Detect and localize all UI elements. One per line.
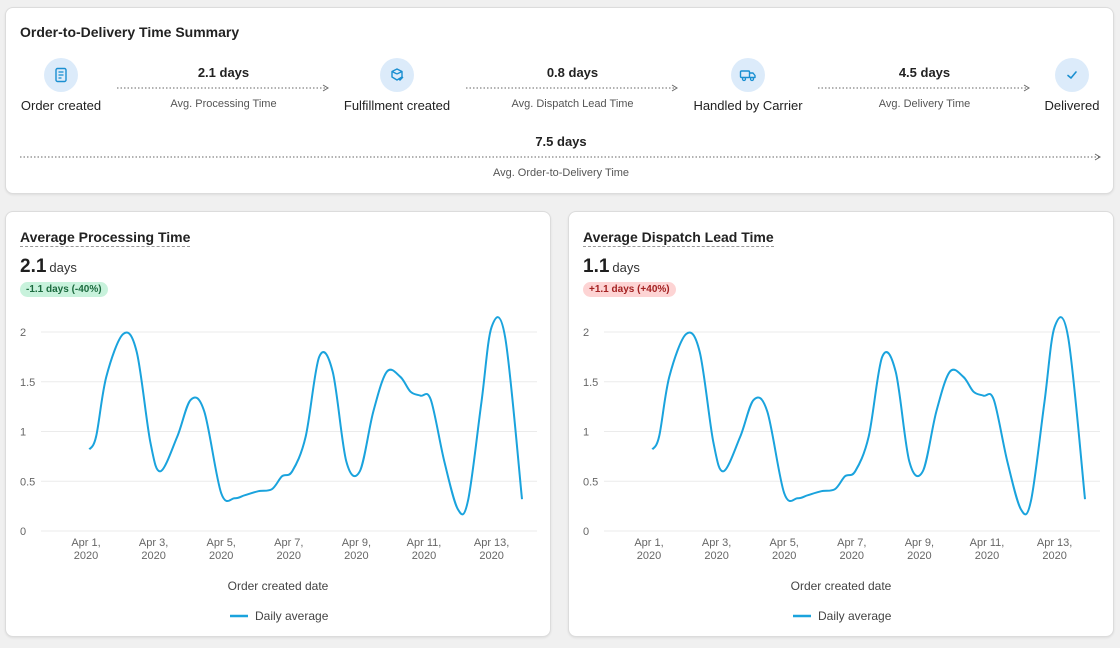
metric-value: 2.1 <box>20 256 47 277</box>
legend[interactable]: Daily average <box>793 609 892 623</box>
x-tick-label: Apr 11, <box>970 537 1005 549</box>
x-tick-label: Apr 11, <box>407 537 442 549</box>
dotted-arrow <box>117 84 329 92</box>
y-tick-label: 0.5 <box>583 476 598 488</box>
step-order-created: Order created <box>0 58 126 113</box>
step-label: Delivered <box>1044 98 1100 113</box>
x-tick-label-year: 2020 <box>74 550 98 562</box>
package-check-icon <box>380 58 414 92</box>
y-tick-label: 2 <box>583 327 589 339</box>
x-tick-label-year: 2020 <box>975 550 999 562</box>
connector-label: Avg. Delivery Time <box>878 98 971 110</box>
legend-label: Daily average <box>818 609 892 623</box>
x-tick-label-year: 2020 <box>479 550 503 562</box>
y-tick-label: 1 <box>583 427 589 439</box>
dotted-arrow <box>818 84 1030 92</box>
x-axis-label: Order created date <box>791 579 892 593</box>
x-tick-label-year: 2020 <box>772 550 796 562</box>
summary-title: Order-to-Delivery Time Summary <box>20 24 240 40</box>
x-tick-label: Apr 7, <box>837 537 866 549</box>
y-tick-label: 1.5 <box>583 377 598 389</box>
change-badge: +1.1 days (+40%) <box>583 282 676 297</box>
x-tick-label: Apr 3, <box>139 537 168 549</box>
series-line <box>651 316 1086 516</box>
y-tick-label: 0.5 <box>20 476 35 488</box>
metric-unit: days <box>612 260 640 275</box>
dotted-arrow <box>20 153 1101 161</box>
chart-card-dispatch-lead-time: Average Dispatch Lead Time 1.1 days +1.1 … <box>568 211 1114 637</box>
x-tick-label: Apr 13, <box>474 537 509 549</box>
legend-label: Daily average <box>255 609 329 623</box>
x-tick-label: Apr 1, <box>71 537 100 549</box>
metric: 1.1 days <box>583 256 640 278</box>
x-tick-label-year: 2020 <box>277 550 301 562</box>
connector-label: Avg. Processing Time <box>170 98 277 110</box>
x-tick-label: Apr 5, <box>770 537 799 549</box>
step-label: Order created <box>20 98 102 113</box>
series-line <box>88 316 523 516</box>
y-tick-label: 1.5 <box>20 377 35 389</box>
y-tick-label: 0 <box>583 526 589 538</box>
y-tick-label: 0 <box>20 526 26 538</box>
step-delivered: Delivered <box>1007 58 1120 113</box>
metric-value: 1.1 <box>583 256 610 277</box>
change-badge: -1.1 days (-40%) <box>20 282 108 297</box>
chart-title[interactable]: Average Processing Time <box>20 229 191 247</box>
step-label: Handled by Carrier <box>693 98 803 113</box>
metric: 2.1 days <box>20 256 77 278</box>
x-tick-label: Apr 9, <box>342 537 371 549</box>
y-tick-label: 1 <box>20 427 26 439</box>
step-handled-by-carrier: Handled by Carrier <box>683 58 813 113</box>
connector-value: 2.1 days <box>197 65 250 80</box>
connector-value: 7.5 days <box>535 134 587 149</box>
summary-card: Order-to-Delivery Time Summary Order cre… <box>5 7 1114 194</box>
chart-title[interactable]: Average Dispatch Lead Time <box>583 229 774 247</box>
truck-icon <box>731 58 765 92</box>
x-tick-label-year: 2020 <box>209 550 233 562</box>
x-tick-label: Apr 5, <box>207 537 236 549</box>
step-fulfillment-created: Fulfillment created <box>332 58 462 113</box>
x-tick-label-year: 2020 <box>637 550 661 562</box>
dotted-arrow <box>466 84 678 92</box>
step-label: Fulfillment created <box>343 98 451 113</box>
receipt-icon <box>44 58 78 92</box>
x-axis-label: Order created date <box>228 579 329 593</box>
connector-delivery-time: 4.5 days Avg. Delivery Time <box>817 65 1032 115</box>
checkmark-icon <box>1055 58 1089 92</box>
x-tick-label-year: 2020 <box>704 550 728 562</box>
x-tick-label-year: 2020 <box>344 550 368 562</box>
x-tick-label-year: 2020 <box>907 550 931 562</box>
connector-dispatch-lead-time: 0.8 days Avg. Dispatch Lead Time <box>465 65 680 115</box>
x-tick-label-year: 2020 <box>840 550 864 562</box>
x-tick-label: Apr 1, <box>634 537 663 549</box>
x-tick-label-year: 2020 <box>412 550 436 562</box>
metric-unit: days <box>49 260 77 275</box>
connector-processing-time: 2.1 days Avg. Processing Time <box>116 65 331 115</box>
x-tick-label: Apr 13, <box>1037 537 1072 549</box>
x-tick-label: Apr 7, <box>274 537 303 549</box>
x-tick-label-year: 2020 <box>141 550 165 562</box>
connector-label: Avg. Order-to-Delivery Time <box>492 167 630 179</box>
x-tick-label: Apr 3, <box>702 537 731 549</box>
legend[interactable]: Daily average <box>230 609 329 623</box>
x-tick-label-year: 2020 <box>1042 550 1066 562</box>
x-tick-label: Apr 9, <box>905 537 934 549</box>
y-tick-label: 2 <box>20 327 26 339</box>
chart-card-processing-time: Average Processing Time 2.1 days -1.1 day… <box>5 211 551 637</box>
connector-label: Avg. Dispatch Lead Time <box>511 98 634 110</box>
connector-value: 0.8 days <box>546 65 599 80</box>
connector-value: 4.5 days <box>898 65 951 80</box>
connector-total-time: 7.5 days Avg. Order-to-Delivery Time <box>19 134 1103 184</box>
